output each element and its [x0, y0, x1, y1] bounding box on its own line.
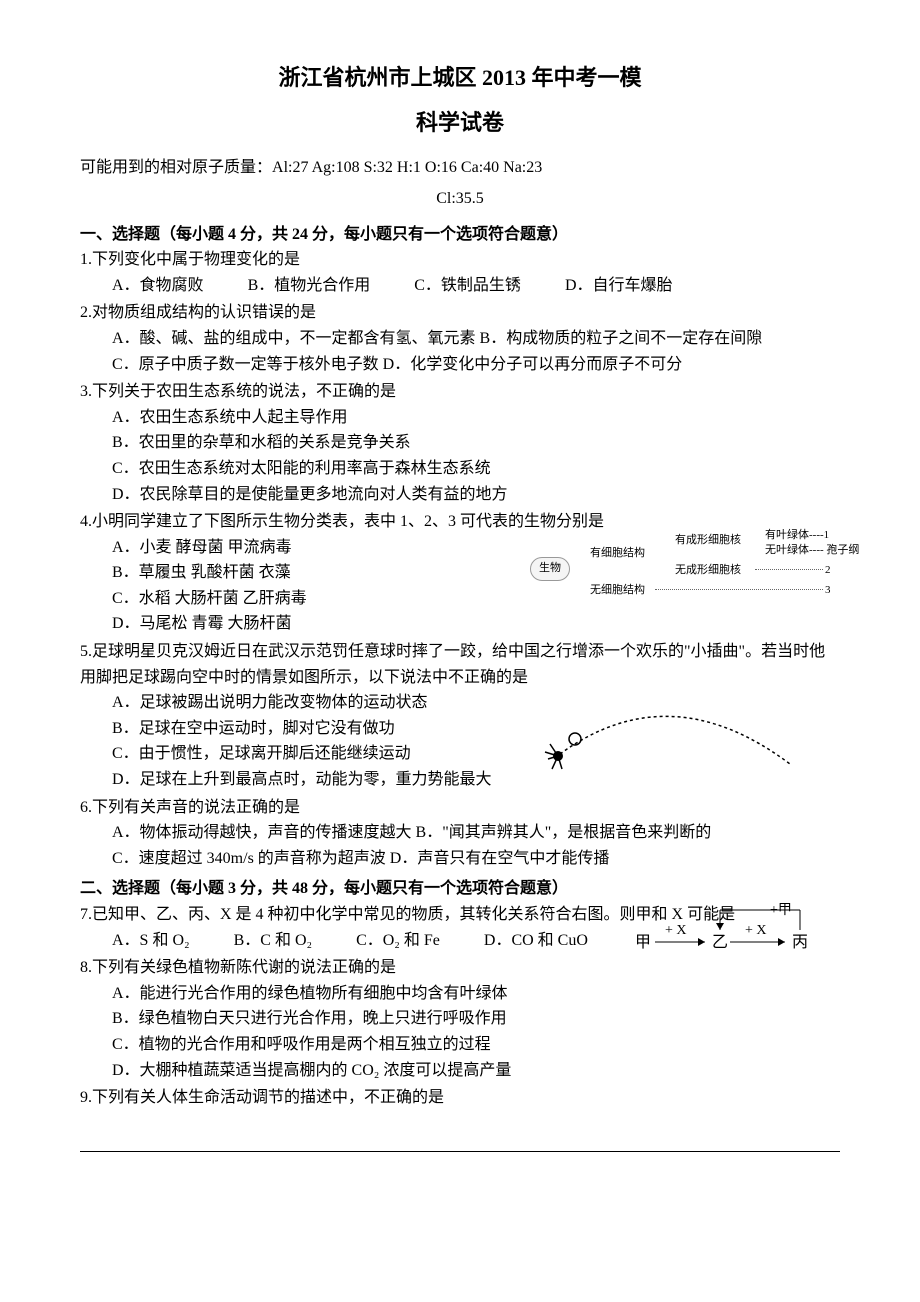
q4-branch1: 有细胞结构 — [590, 545, 645, 563]
q7-option-c: C．O₂ 和 Fe — [356, 928, 440, 954]
q3-option-b: B．农田里的杂草和水稻的关系是竞争关系 — [112, 430, 840, 456]
q7-option-b: B．C 和 O₂ — [234, 928, 312, 954]
q7-flow-svg: 甲 + X 乙 + X 丙 +甲 — [630, 902, 830, 957]
q4-leaf3: 2 — [825, 562, 831, 580]
q3-text: 3.下列关于农田生态系统的说法，不正确的是 — [80, 379, 840, 405]
q8-option-b: B．绿色植物白天只进行光合作用，晚上只进行呼吸作用 — [112, 1006, 840, 1032]
question-7: 7.已知甲、乙、丙、X 是 4 种初中化学中常见的物质，其转化关系符合右图。则甲… — [80, 902, 840, 953]
subtitle: 科学试卷 — [80, 105, 840, 140]
q7-diagram: 甲 + X 乙 + X 丙 +甲 — [630, 902, 830, 952]
q3-option-c: C．农田生态系统对太阳能的利用率高于森林生态系统 — [112, 456, 840, 482]
atomic-mass-values: Al:27 Ag:108 S:32 H:1 O:16 Ca:40 Na:23 — [272, 159, 542, 176]
q2-text: 2.对物质组成结构的认识错误的是 — [80, 300, 840, 326]
q1-text: 1.下列变化中属于物理变化的是 — [80, 247, 840, 273]
q4-branch2: 无细胞结构 — [590, 582, 645, 600]
question-5: 5.足球明星贝克汉姆近日在武汉示范罚任意球时摔了一跤，给中国之行增添一个欢乐的"… — [80, 639, 840, 793]
footer-rule — [80, 1151, 840, 1152]
atomic-mass-line2: Cl:35.5 — [80, 186, 840, 212]
q4-branch1a: 有成形细胞核 — [675, 532, 741, 550]
atomic-mass-label: 可能用到的相对原子质量： — [80, 159, 272, 176]
q8-text: 8.下列有关绿色植物新陈代谢的说法正确的是 — [80, 955, 840, 981]
q3-option-a: A．农田生态系统中人起主导作用 — [112, 405, 840, 431]
q7-label-x2: + X — [745, 923, 767, 938]
q8-option-c: C．植物的光合作用和呼吸作用是两个相互独立的过程 — [112, 1032, 840, 1058]
section1-title: 一、选择题（每小题 4 分，共 24 分，每小题只有一个选项符合题意） — [80, 222, 840, 248]
q2-option-cd: C．原子中质子数一定等于核外电子数 D．化学变化中分子可以再分而原子不可分 — [112, 352, 840, 378]
q7-option-a: A．S 和 O₂ — [112, 928, 190, 954]
q7-label-x1: + X — [665, 923, 687, 938]
question-2: 2.对物质组成结构的认识错误的是 A．酸、碱、盐的组成中，不一定都含有氢、氧元素… — [80, 300, 840, 377]
q7-node-yi: 乙 — [712, 934, 728, 951]
q6-text: 6.下列有关声音的说法正确的是 — [80, 795, 840, 821]
q7-option-d: D．CO 和 CuO — [484, 928, 588, 954]
q4-node-root: 生物 — [530, 557, 570, 581]
q7-node-bing: 丙 — [792, 934, 808, 951]
main-title: 浙江省杭州市上城区 2013 年中考一模 — [80, 60, 840, 95]
q5-trajectory-svg — [540, 694, 800, 774]
question-9: 9.下列有关人体生命活动调节的描述中，不正确的是 — [80, 1085, 840, 1111]
question-6: 6.下列有关声音的说法正确的是 A．物体振动得越快，声音的传播速度越大 B．"闻… — [80, 795, 840, 872]
q2-option-ab: A．酸、碱、盐的组成中，不一定都含有氢、氧元素 B．构成物质的粒子之间不一定存在… — [112, 326, 840, 352]
q1-option-a: A．食物腐败 — [112, 273, 204, 299]
q9-text: 9.下列有关人体生命活动调节的描述中，不正确的是 — [80, 1085, 840, 1111]
q3-option-d: D．农民除草目的是使能量更多地流向对人类有益的地方 — [112, 482, 840, 508]
q4-leaf4: 3 — [825, 582, 831, 600]
q8-option-d: D．大棚种植蔬菜适当提高棚内的 CO₂ 浓度可以提高产量 — [112, 1058, 840, 1084]
q6-option-ab: A．物体振动得越快，声音的传播速度越大 B．"闻其声辨其人"，是根据音色来判断的 — [112, 820, 840, 846]
q5-text: 5.足球明星贝克汉姆近日在武汉示范罚任意球时摔了一跤，给中国之行增添一个欢乐的"… — [80, 639, 840, 690]
q1-option-b: B．植物光合作用 — [248, 273, 371, 299]
section2-title: 二、选择题（每小题 3 分，共 48 分，每小题只有一个选项符合题意） — [80, 876, 840, 902]
q1-option-d: D．自行车爆胎 — [565, 273, 673, 299]
q4-leaf2: 无叶绿体---- 孢子纲 — [765, 542, 859, 560]
q8-option-a: A．能进行光合作用的绿色植物所有细胞中均含有叶绿体 — [112, 981, 840, 1007]
q6-option-cd: C．速度超过 340m/s 的声音称为超声波 D．声音只有在空气中才能传播 — [112, 846, 840, 872]
atomic-mass-line: 可能用到的相对原子质量：Al:27 Ag:108 S:32 H:1 O:16 C… — [80, 155, 840, 181]
q7-node-jia: 甲 — [635, 934, 651, 951]
q4-diagram: 生物 有细胞结构 无细胞结构 有成形细胞核 无成形细胞核 有叶绿体----1 无… — [530, 527, 840, 617]
question-8: 8.下列有关绿色植物新陈代谢的说法正确的是 A．能进行光合作用的绿色植物所有细胞… — [80, 955, 840, 1083]
q5-diagram — [540, 694, 800, 774]
q1-option-c: C．铁制品生锈 — [414, 273, 521, 299]
question-4: 4.小明同学建立了下图所示生物分类表，表中 1、2、3 可代表的生物分别是 A．… — [80, 509, 840, 637]
question-1: 1.下列变化中属于物理变化的是 A．食物腐败 B．植物光合作用 C．铁制品生锈 … — [80, 247, 840, 298]
question-3: 3.下列关于农田生态系统的说法，不正确的是 A．农田生态系统中人起主导作用 B．… — [80, 379, 840, 507]
q4-branch1b: 无成形细胞核 — [675, 562, 741, 580]
